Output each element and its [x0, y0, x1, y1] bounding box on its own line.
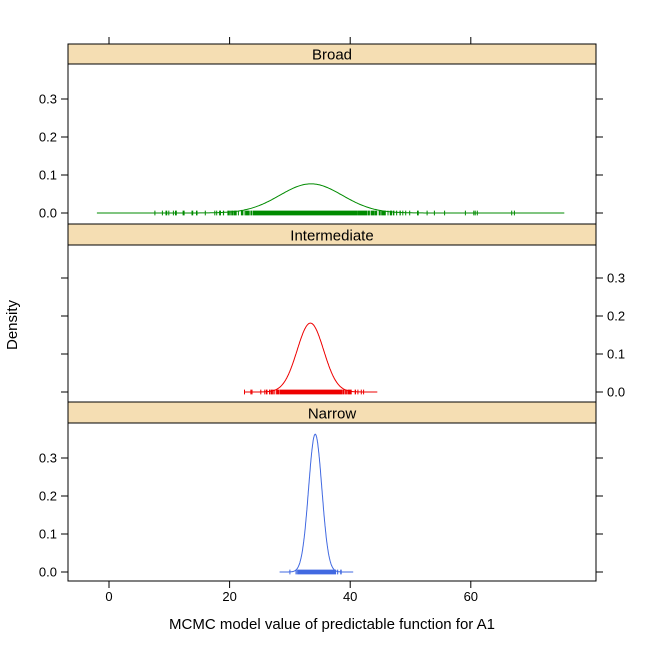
x-tick-label: 0 — [105, 589, 112, 604]
y-tick-label: 0.3 — [39, 92, 57, 107]
y-tick-label: 0.0 — [39, 565, 57, 580]
y-tick-label: 0.0 — [607, 385, 625, 400]
x-tick-label: 40 — [343, 589, 357, 604]
strip-label-intermediate: Intermediate — [290, 228, 373, 245]
x-axis-label: MCMC model value of predictable function… — [169, 616, 495, 633]
y-tick-label: 0.3 — [607, 271, 625, 286]
x-tick-label: 20 — [222, 589, 236, 604]
density-curve-broad — [96, 183, 565, 214]
strip-label-narrow: Narrow — [308, 406, 357, 423]
y-tick-label: 0.2 — [39, 489, 57, 504]
static-labels: Broad Intermediate Narrow MCMC model val… — [4, 47, 495, 634]
panel-border-intermediate — [67, 244, 597, 403]
y-tick-label: 0.1 — [39, 168, 57, 183]
strip-label-broad: Broad — [312, 47, 352, 64]
rug-narrow — [289, 569, 342, 575]
density-curve-intermediate — [244, 322, 378, 393]
y-tick-label: 0.1 — [39, 527, 57, 542]
x-tick-label: 60 — [464, 589, 478, 604]
panel-border-broad — [67, 63, 597, 225]
panel-border-narrow — [67, 422, 597, 582]
rug-intermediate — [244, 389, 365, 395]
y-tick-label: 0.3 — [39, 451, 57, 466]
y-tick-label: 0.0 — [39, 206, 57, 221]
y-tick-label: 0.1 — [607, 347, 625, 362]
density-curve-narrow — [279, 433, 354, 573]
generated-plot-elements: 0 20 40 60 0.0 0.1 0.2 0.3 0.0 0.1 0.2 0.3 0.0 0.1 0.2… — [39, 37, 625, 604]
rug-broad — [154, 210, 515, 216]
y-tick-label: 0.2 — [607, 309, 625, 324]
y-tick-label: 0.2 — [39, 130, 57, 145]
y-axis-label: Density — [4, 299, 21, 350]
